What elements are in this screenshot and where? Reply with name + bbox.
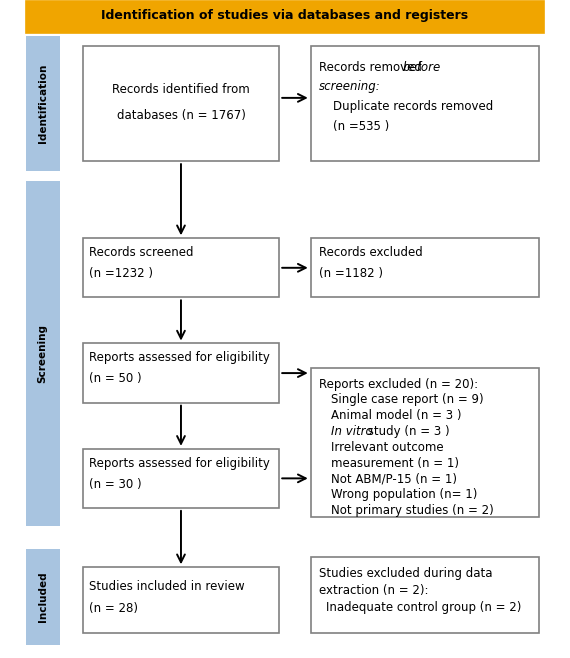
Text: Single case report (n = 9): Single case report (n = 9): [331, 393, 483, 407]
Text: In vitro: In vitro: [331, 425, 372, 438]
FancyBboxPatch shape: [311, 46, 539, 161]
Text: databases (n = 1767): databases (n = 1767): [116, 109, 246, 122]
Text: (n =535 ): (n =535 ): [333, 120, 390, 133]
Text: Wrong population (n= 1): Wrong population (n= 1): [331, 488, 477, 501]
Text: Records excluded: Records excluded: [319, 246, 423, 259]
Text: Records identified from: Records identified from: [112, 83, 250, 95]
Text: (n =1182 ): (n =1182 ): [319, 267, 383, 280]
Text: Records removed: Records removed: [319, 61, 426, 74]
Text: screening:: screening:: [319, 80, 381, 93]
Text: Not primary studies (n = 2): Not primary studies (n = 2): [331, 504, 494, 517]
Text: Not ABM/P-15 (n = 1): Not ABM/P-15 (n = 1): [331, 472, 457, 486]
Text: Duplicate records removed: Duplicate records removed: [333, 100, 494, 113]
Text: Reports assessed for eligibility: Reports assessed for eligibility: [89, 351, 270, 365]
FancyBboxPatch shape: [83, 238, 279, 297]
Text: Studies excluded during data: Studies excluded during data: [319, 567, 492, 580]
FancyBboxPatch shape: [83, 449, 279, 508]
Text: (n = 30 ): (n = 30 ): [89, 478, 142, 491]
Text: study (n = 3 ): study (n = 3 ): [364, 425, 449, 438]
FancyBboxPatch shape: [26, 1, 544, 33]
Text: Records screened: Records screened: [89, 246, 194, 259]
Text: Identification of studies via databases and registers: Identification of studies via databases …: [101, 9, 469, 22]
FancyBboxPatch shape: [311, 557, 539, 633]
Text: extraction (n = 2):: extraction (n = 2):: [319, 584, 429, 597]
Text: (n = 28): (n = 28): [89, 602, 139, 615]
Text: Included: Included: [38, 572, 48, 622]
FancyBboxPatch shape: [311, 368, 539, 517]
Text: measurement (n = 1): measurement (n = 1): [331, 457, 459, 470]
FancyBboxPatch shape: [26, 36, 60, 171]
Text: (n =1232 ): (n =1232 ): [89, 267, 153, 280]
FancyBboxPatch shape: [26, 181, 60, 526]
FancyBboxPatch shape: [83, 343, 279, 403]
FancyBboxPatch shape: [83, 46, 279, 161]
FancyBboxPatch shape: [83, 567, 279, 633]
Text: Identification: Identification: [38, 64, 48, 143]
FancyBboxPatch shape: [311, 238, 539, 297]
Text: Animal model (n = 3 ): Animal model (n = 3 ): [331, 409, 461, 422]
Text: Studies included in review: Studies included in review: [89, 580, 245, 594]
Text: (n = 50 ): (n = 50 ): [89, 372, 142, 386]
Text: Reports excluded (n = 20):: Reports excluded (n = 20):: [319, 378, 478, 391]
Text: Irrelevant outcome: Irrelevant outcome: [331, 441, 443, 454]
Text: Reports assessed for eligibility: Reports assessed for eligibility: [89, 457, 270, 470]
Text: before: before: [403, 61, 441, 74]
Text: Screening: Screening: [38, 324, 48, 383]
Text: Inadequate control group (n = 2): Inadequate control group (n = 2): [326, 601, 522, 614]
FancyBboxPatch shape: [26, 549, 60, 645]
